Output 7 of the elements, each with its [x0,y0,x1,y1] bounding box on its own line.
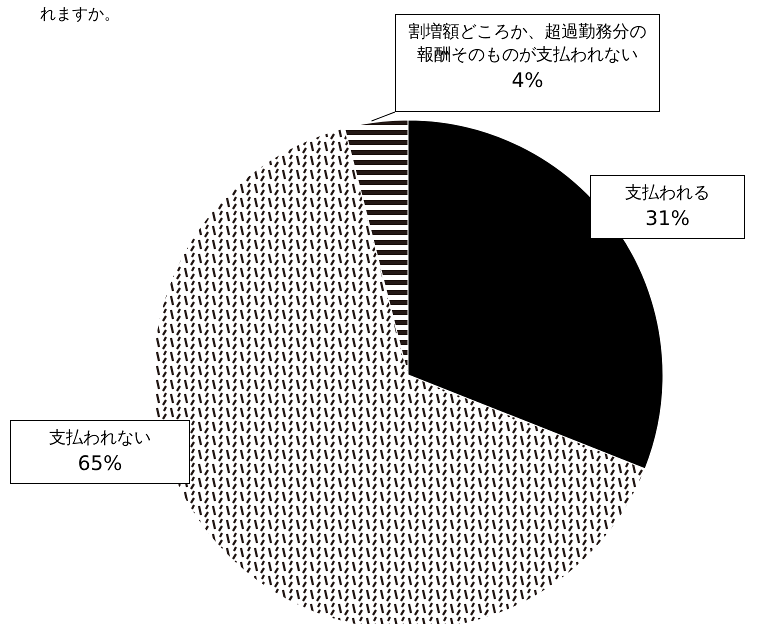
data-label: 31% [644,204,691,232]
slice-label: 支払われない [48,427,152,450]
slice-label: 支払われる [624,182,711,205]
chart-title: れますか。 [40,4,120,25]
data-label: 4% [510,66,544,94]
slice-label: 割増額どころか、超過勤務分の報酬そのものが支払われない [408,21,648,67]
data-label: 65% [76,450,124,477]
